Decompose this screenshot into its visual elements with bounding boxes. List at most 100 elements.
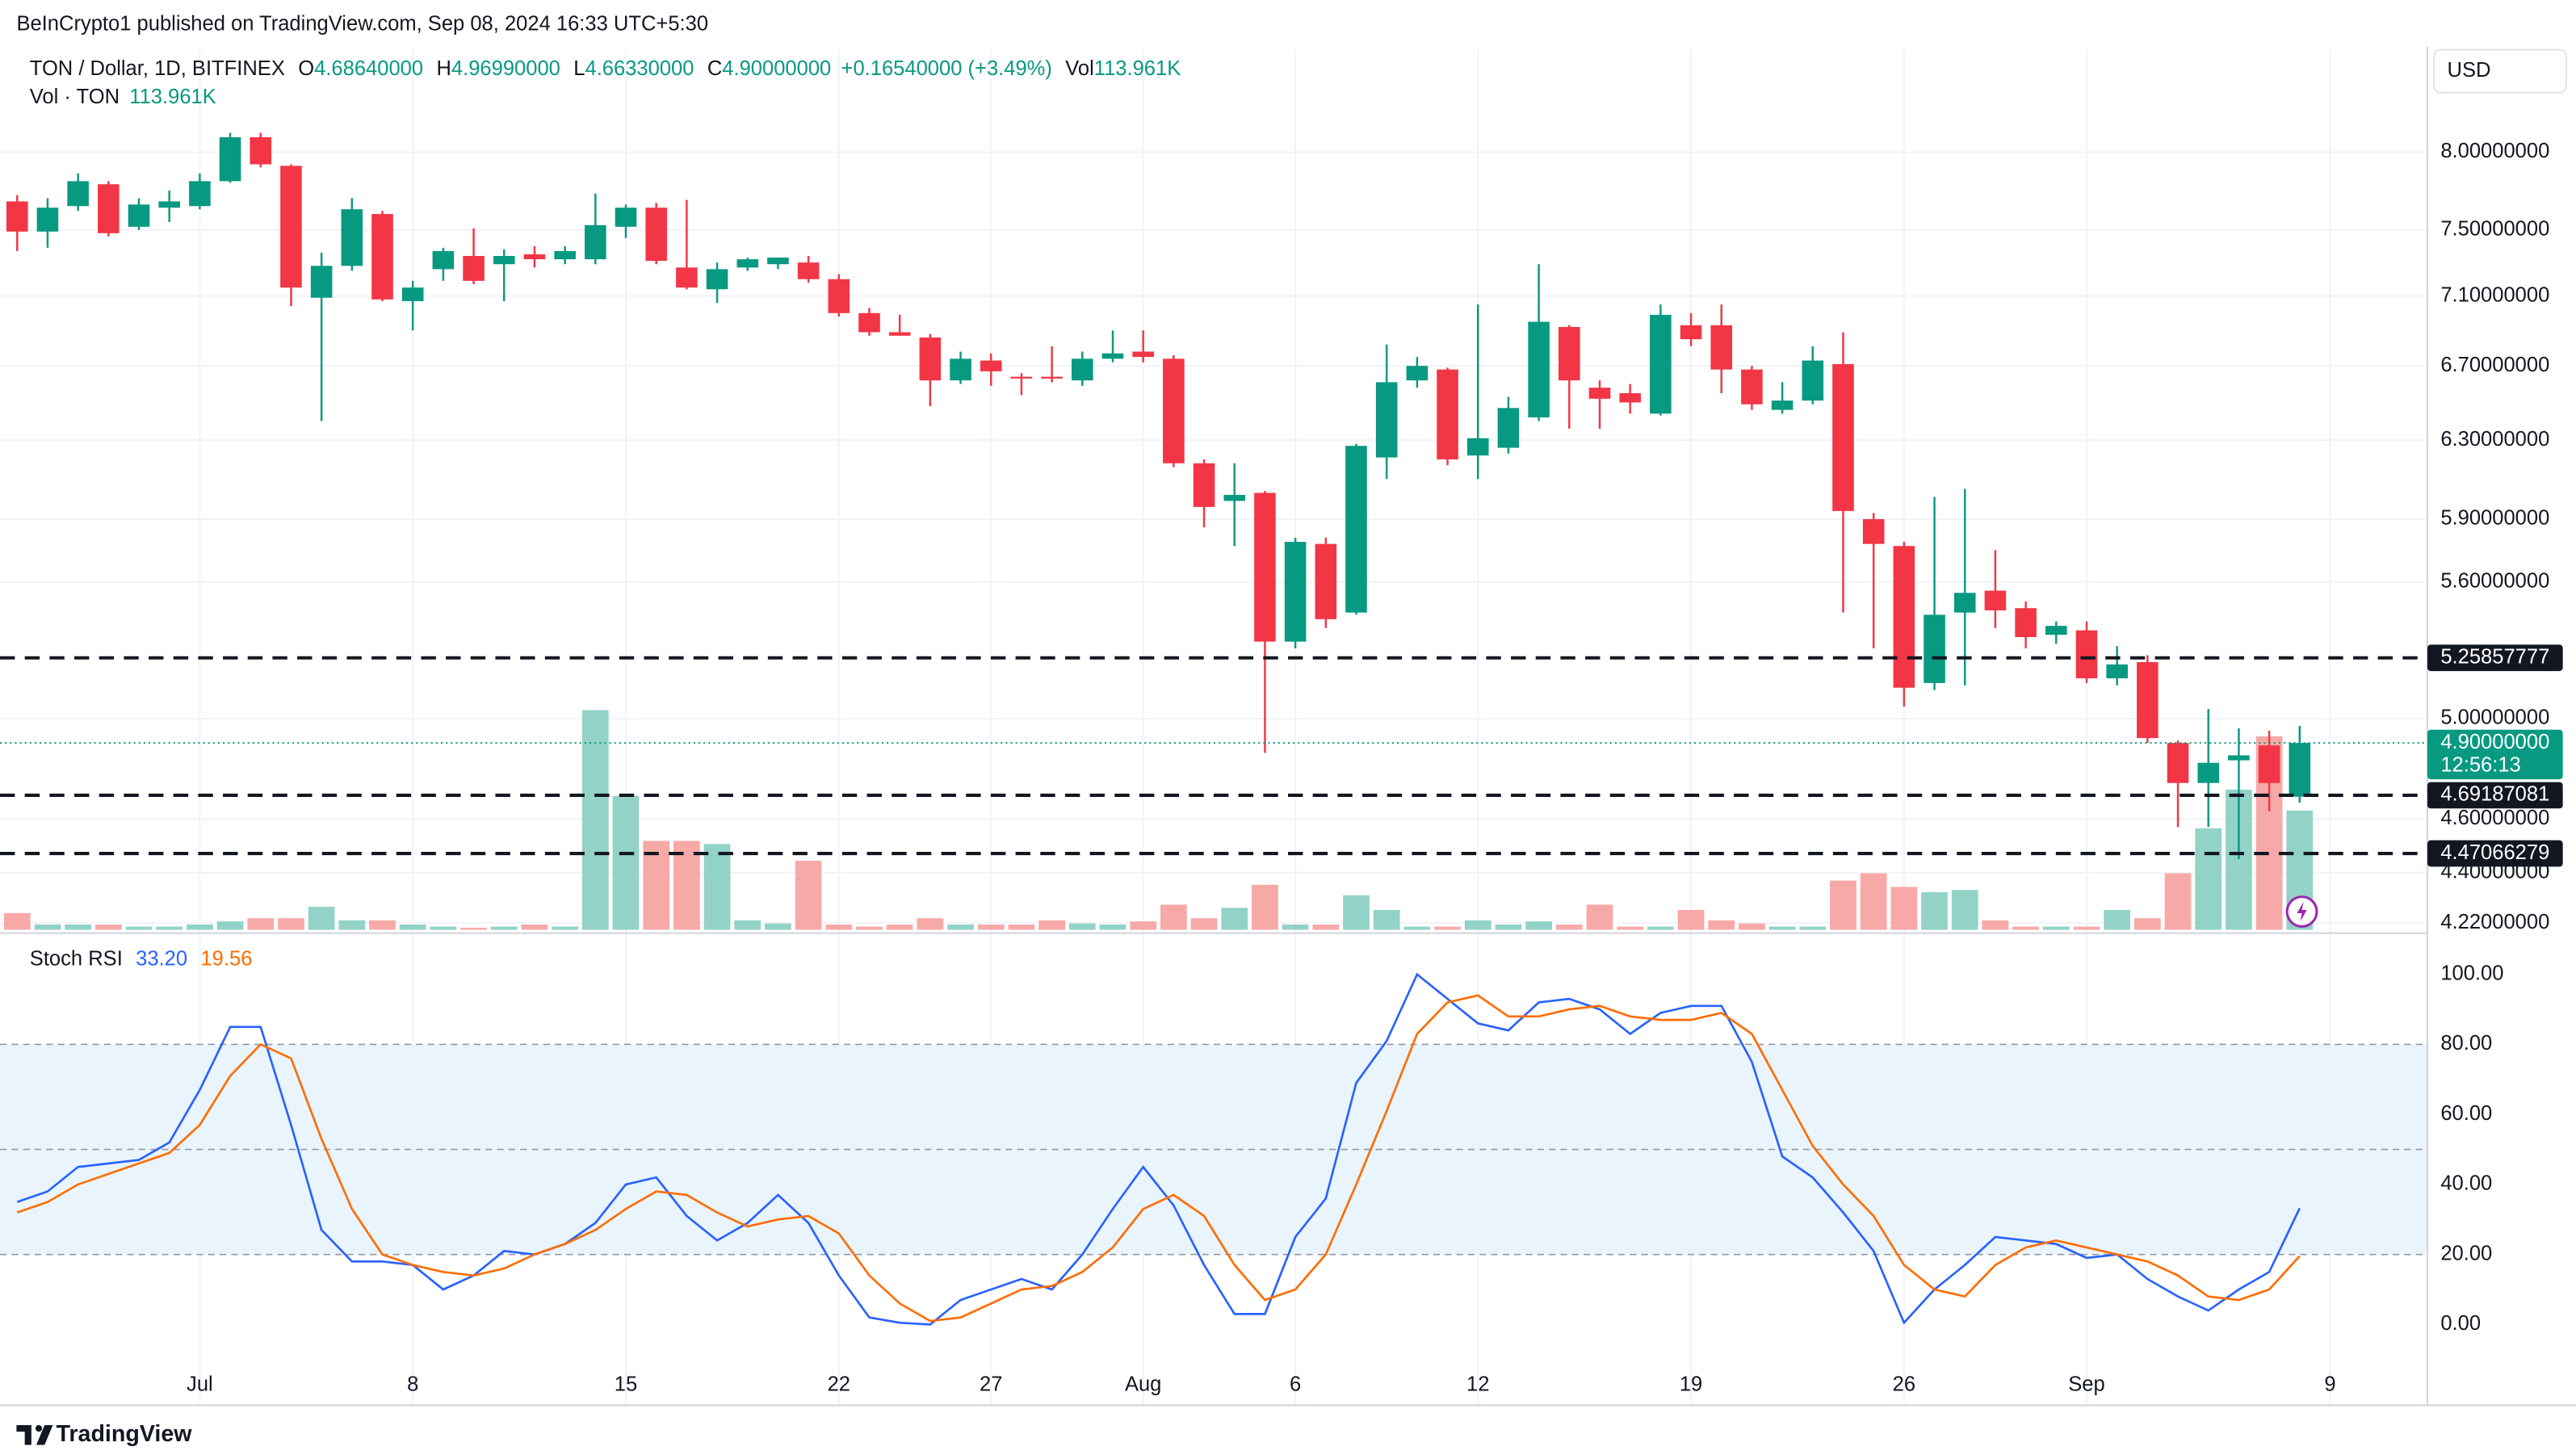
candle-body	[250, 136, 272, 165]
volume-bar	[917, 918, 944, 930]
x-tick-label: 9	[2324, 1373, 2335, 1396]
volume-bar	[947, 925, 974, 930]
currency-button[interactable]	[2433, 48, 2567, 94]
candle-body	[1741, 369, 1763, 405]
volume-bar	[1555, 925, 1583, 930]
volume-bar	[703, 844, 731, 930]
volume-bar	[1647, 926, 1674, 930]
candle-body	[1924, 614, 1945, 683]
y-tick-label: 4.22000000	[2440, 911, 2549, 933]
volume-bar	[1677, 909, 1705, 930]
candle-body	[1345, 446, 1367, 613]
brand-logo	[16, 1424, 53, 1445]
volume-bar	[1617, 926, 1644, 930]
candle-body	[2045, 626, 2067, 635]
ohlc-value: 4.90000000	[722, 57, 831, 80]
level-label-box	[2427, 840, 2563, 867]
volume-bar	[125, 926, 153, 930]
candle-body	[1406, 366, 1429, 381]
candle-body	[2167, 743, 2189, 783]
volume-bar	[3, 912, 31, 930]
candle-body	[280, 166, 302, 288]
last-price-label: 4.90000000	[2440, 731, 2549, 753]
volume-bar	[1099, 925, 1126, 930]
candle-body	[1315, 543, 1337, 619]
vol-value: 113.961K	[1094, 57, 1181, 80]
candle-body	[219, 136, 241, 182]
currency[interactable]: USD	[2448, 59, 2491, 82]
candle-body	[980, 360, 1002, 371]
candle-body	[1041, 376, 1063, 379]
candle-body	[1072, 359, 1093, 381]
volume-bar	[1160, 904, 1187, 930]
y-tick-label: 5.60000000	[2440, 570, 2549, 593]
y-tick-label: 7.10000000	[2440, 283, 2549, 306]
volume-bar	[1982, 920, 2009, 930]
candle-body	[797, 262, 820, 279]
volume-bar	[521, 925, 548, 930]
candle-body	[645, 208, 667, 262]
volume-bar	[886, 925, 913, 930]
y-tick-label: 5.00000000	[2440, 707, 2549, 729]
alert-icon[interactable]	[2285, 895, 2318, 928]
change: +0.16540000 (+3.49%)	[841, 57, 1052, 80]
legend-stoch: Stoch RSI 33.20 19.56	[30, 947, 253, 970]
ohlc-key: L	[573, 57, 585, 80]
volume-bar	[2133, 918, 2161, 930]
level-label-box	[2427, 644, 2563, 672]
candle-body	[1284, 542, 1307, 642]
k-value: 33.20	[136, 947, 187, 970]
volume-bar	[1768, 926, 1796, 930]
volume-bar	[1130, 921, 1157, 930]
volume-bar	[1312, 925, 1340, 930]
candle-body	[2137, 662, 2159, 739]
volume-bar	[1403, 926, 1431, 930]
volume-bar	[825, 925, 853, 930]
volume-bar	[765, 923, 791, 930]
y-tick-label: 80.00	[2440, 1032, 2492, 1055]
y-tick-label: 0.00	[2440, 1312, 2481, 1335]
volume-bar	[1373, 909, 1400, 930]
candle-body	[858, 312, 880, 333]
x-tick-label: 22	[828, 1373, 850, 1396]
y-tick-label: 6.30000000	[2440, 428, 2549, 451]
candle-body	[1466, 438, 1489, 456]
candle-body	[1528, 321, 1550, 417]
candle-body	[2075, 630, 2098, 679]
volume-bar	[581, 710, 609, 930]
symbol-title: TON / Dollar, 1D, BITFINEX	[30, 57, 285, 80]
candle-body	[1619, 392, 1641, 403]
candle-body	[310, 266, 333, 298]
candle-body	[1193, 463, 1215, 507]
volume-bar	[1038, 920, 1065, 930]
stoch-line	[16, 994, 2301, 1323]
candle-body	[463, 256, 485, 281]
volume-title: Vol · TON	[30, 86, 120, 108]
candle-body	[950, 359, 971, 381]
volume-layer	[3, 710, 2314, 930]
candle-body	[706, 269, 728, 290]
volume-bar	[278, 918, 304, 930]
y-tick-label: 4.60000000	[2440, 807, 2549, 829]
volume-bar	[2164, 873, 2192, 930]
candle-body	[1862, 518, 1885, 544]
countdown: 12:56:13	[2440, 754, 2520, 777]
volume-bar	[399, 925, 426, 930]
vol-key: Vol	[1065, 57, 1094, 80]
candle-body	[1497, 408, 1520, 448]
volume-bar	[1434, 926, 1461, 930]
publisher: BeInCrypto1 published on TradingView.com…	[16, 13, 708, 36]
candle-body	[158, 201, 180, 208]
volume-bar	[216, 921, 244, 930]
alert-bolt[interactable]	[2297, 901, 2307, 922]
volume-bar	[1799, 926, 1827, 930]
volume-bar	[1860, 873, 1887, 930]
last-price-box	[2427, 729, 2563, 780]
ohlc-key: O	[298, 57, 314, 80]
grid	[0, 49, 2427, 1404]
candle-body	[341, 209, 363, 266]
volume-bar	[1739, 923, 1765, 930]
legend-volume: Vol · TON 113.961K	[30, 86, 216, 108]
volume-bar	[1495, 925, 1522, 930]
